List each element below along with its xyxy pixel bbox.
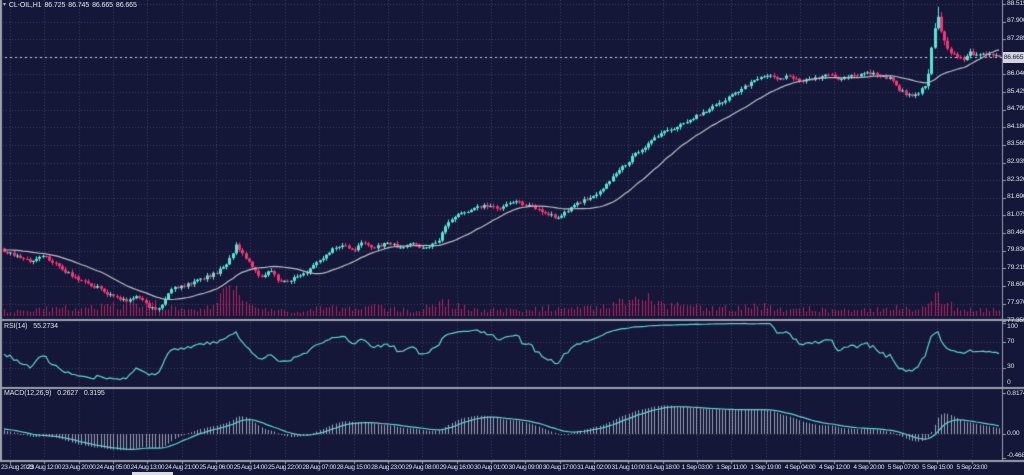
symbol-timeframe-label: CL-OIL,H1	[8, 2, 42, 9]
time-axis-label: 4 Sep 12:00	[819, 464, 850, 471]
time-axis-label: 31 Aug 10:00	[611, 464, 646, 471]
time-axis-label: 24 Aug 21:00	[164, 464, 199, 471]
macd-scale-label: 0.00	[1007, 429, 1020, 437]
rsi-pane-label: RSI(14) 55.2734	[4, 323, 62, 330]
time-axis-label: 25 Aug 22:00	[268, 464, 302, 471]
macd-scale-label: -0.4685	[1007, 451, 1024, 459]
rsi-scale-label: 100	[1007, 322, 1018, 330]
time-axis-label: 30 Aug 09:00	[508, 464, 543, 471]
time-axis-label: 23 Aug 2023	[1, 464, 34, 471]
time-axis-label: 4 Sep 04:00	[784, 464, 816, 471]
time-axis-label: 28 Aug 23:00	[371, 464, 405, 471]
macd-pane-label: MACD(12,26,9) 0.2627 0.3195	[4, 390, 109, 397]
time-axis-label: 31 Aug 02:00	[577, 464, 611, 471]
time-axis-label: 28 Aug 15:00	[336, 464, 371, 471]
price-axis-label: 85.425	[1007, 87, 1024, 95]
time-axis-label: 5 Sep 15:00	[922, 464, 953, 471]
time-axis-label: 5 Sep 23:00	[956, 464, 988, 471]
time-axis-label: 23 Aug 20:00	[61, 464, 96, 471]
price-axis-label: 79.215	[1007, 263, 1024, 271]
price-axis-label: 86.040	[1007, 69, 1024, 77]
rsi-scale-label: 0	[1007, 378, 1011, 386]
price-axis-label: 77.970	[1007, 299, 1024, 307]
ohlc-low-value: 86.665	[92, 2, 113, 9]
scrollbar-thumb[interactable]	[132, 472, 173, 475]
time-axis-label: 29 Aug 16:00	[439, 464, 474, 471]
time-axis-label: 1 Sep 19:00	[750, 464, 782, 471]
time-axis-label: 23 Aug 12:00	[27, 464, 62, 471]
price-axis-label: 82.935	[1007, 158, 1024, 166]
price-axis-label: 81.075	[1007, 210, 1024, 218]
chart-title-bar: ▾ CL-OIL,H1 86.725 86.745 86.665 86.665	[3, 2, 137, 9]
price-axis-label: 80.460	[1007, 228, 1024, 236]
time-axis-label: 24 Aug 05:00	[96, 464, 130, 471]
macd-name: MACD(12,26,9)	[4, 390, 52, 397]
price-axis-label: 79.830	[1007, 246, 1024, 254]
price-axis-label: 88.515	[1007, 0, 1024, 7]
rsi-scale-label: 30	[1007, 363, 1015, 371]
time-axis-label: 31 Aug 18:00	[645, 464, 680, 471]
price-axis-label: 83.565	[1007, 140, 1024, 148]
time-axis-label: 24 Aug 13:00	[130, 464, 165, 471]
price-axis-label: 84.180	[1007, 122, 1024, 130]
ohlc-high-value: 86.745	[68, 2, 90, 9]
ohlc-close-value: 86.665	[115, 2, 137, 9]
time-axis-label: 29 Aug 08:00	[405, 464, 439, 471]
macd-signal-value: 0.3195	[83, 390, 105, 397]
time-axis-label: 30 Aug 17:00	[542, 464, 577, 471]
price-axis-label: 87.900	[1007, 17, 1024, 25]
time-axis-label: 30 Aug 01:00	[474, 464, 508, 471]
time-axis-label: 28 Aug 07:00	[302, 464, 336, 471]
time-axis-label: 4 Sep 20:00	[853, 464, 885, 471]
chart-menu-icon[interactable]: ▾	[3, 2, 6, 8]
price-axis-label: 87.285	[1007, 34, 1024, 42]
time-axis-label: 5 Sep 07:00	[887, 464, 919, 471]
time-axis-label: 1 Sep 11:00	[716, 464, 747, 471]
macd-main-value: 0.2627	[57, 390, 78, 397]
ohlc-open-value: 86.725	[44, 2, 66, 9]
rsi-scale-label: 70	[1007, 337, 1015, 345]
price-axis-label: 77.355	[1007, 316, 1024, 324]
time-axis-label: 25 Aug 06:00	[199, 464, 233, 471]
macd-scale-label: 0.8174	[1007, 389, 1024, 397]
time-axis-label: 1 Sep 03:00	[681, 464, 713, 471]
time-axis-label: 25 Aug 14:00	[233, 464, 268, 471]
rsi-value: 55.2734	[33, 323, 58, 330]
current-price-badge: 86.665	[1003, 51, 1024, 63]
price-axis-label: 84.795	[1007, 105, 1024, 113]
price-axis-label: 81.690	[1007, 193, 1024, 201]
price-axis-label: 78.600	[1007, 281, 1024, 289]
price-axis-label: 82.320	[1007, 175, 1024, 183]
time-axis[interactable]: 23 Aug 2023 23 Aug 12:00 23 Aug 20:00 24 Au…	[0, 464, 1024, 475]
rsi-name: RSI(14)	[4, 323, 28, 330]
